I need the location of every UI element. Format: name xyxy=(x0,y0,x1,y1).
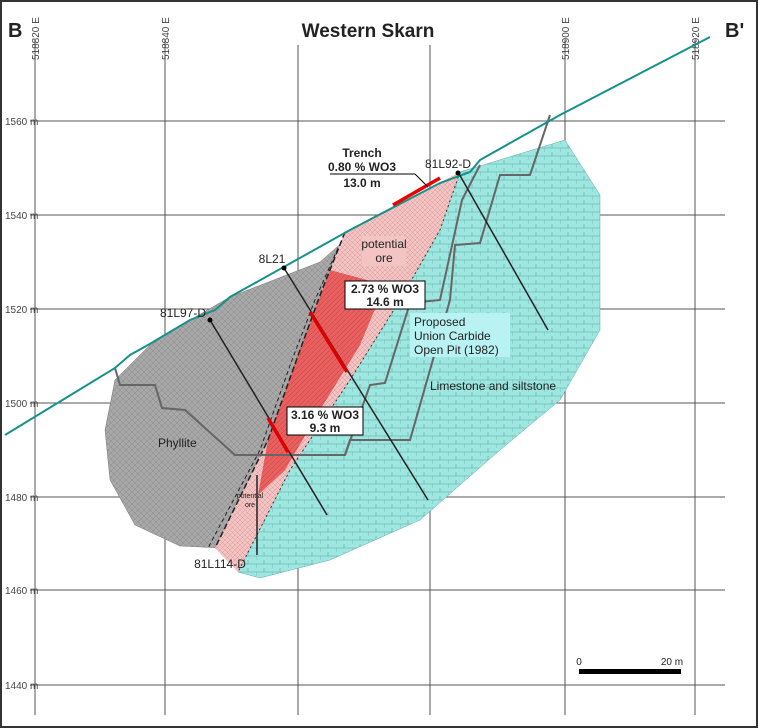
hole-label: 81L97-D xyxy=(160,306,206,320)
unit-label: potential xyxy=(361,237,406,251)
unit-label: Open Pit (1982) xyxy=(414,343,499,357)
unit-label: Limestone and siltstone xyxy=(430,379,556,393)
trench-label: Trench xyxy=(342,146,381,160)
scale-label: 0 xyxy=(576,657,582,668)
drill-hole xyxy=(283,267,429,501)
easting: 518900 E xyxy=(561,17,572,60)
hole-label: 81L114-D xyxy=(194,557,246,571)
pit-outline xyxy=(344,114,551,456)
elevation: 1480 m xyxy=(5,493,38,504)
drill-hole xyxy=(457,171,549,331)
label-bg xyxy=(362,236,406,266)
contact xyxy=(207,247,339,549)
unit-label: Union Carbide xyxy=(414,329,491,343)
intercept-grade: 2.73 % WO3 xyxy=(351,282,419,296)
intercept xyxy=(308,311,349,373)
label-bg xyxy=(410,313,510,357)
intercept-box xyxy=(286,406,364,436)
trench-length: 13.0 m xyxy=(343,176,380,190)
intercept-length: 14.6 m xyxy=(366,295,403,309)
intercept-box xyxy=(344,280,426,310)
intercept-grade: 3.16 % WO3 xyxy=(291,408,359,422)
intercept xyxy=(266,417,290,453)
intercept-length: 9.3 m xyxy=(310,421,341,435)
hole-label: 81L92-D xyxy=(425,157,471,171)
section-end: B' xyxy=(725,20,744,42)
elevation: 1440 m xyxy=(5,681,38,692)
elevation: 1560 m xyxy=(5,117,38,128)
unit-label: Proposed xyxy=(414,315,465,329)
limestone-unit xyxy=(237,139,601,579)
easting: 518920 E xyxy=(691,17,702,60)
topography xyxy=(4,36,711,436)
title: Western Skarn xyxy=(302,21,435,42)
trench-intercept xyxy=(392,176,441,207)
ore-zone xyxy=(258,270,385,495)
unit-label: Phyllite xyxy=(158,436,197,450)
easting: 518840 E xyxy=(161,17,172,60)
elevation: 1460 m xyxy=(5,586,38,597)
scale-bar xyxy=(579,669,681,674)
easting: 518820 E xyxy=(31,17,42,60)
scale-label: 20 m xyxy=(661,657,683,668)
unit-label: potential xyxy=(237,493,264,500)
unit-label: ore xyxy=(375,251,393,265)
hole-label: 8L21 xyxy=(259,252,286,266)
easting-labels: 518820 E 518840 E 518900 E 518920 E xyxy=(31,17,702,60)
drill-hole xyxy=(209,319,328,516)
elevation: 1520 m xyxy=(5,305,38,316)
elevation-labels: 1560 m 1540 m 1520 m 1500 m 1480 m 1460 … xyxy=(5,117,38,692)
trench-grade: 0.80 % WO3 xyxy=(328,160,396,174)
unit-label: ore xyxy=(245,502,255,509)
section-start: B xyxy=(8,20,22,42)
elevation: 1500 m xyxy=(5,399,38,410)
contact xyxy=(214,231,346,549)
title-bg xyxy=(285,15,455,45)
elevation: 1540 m xyxy=(5,211,38,222)
contact xyxy=(237,171,461,573)
